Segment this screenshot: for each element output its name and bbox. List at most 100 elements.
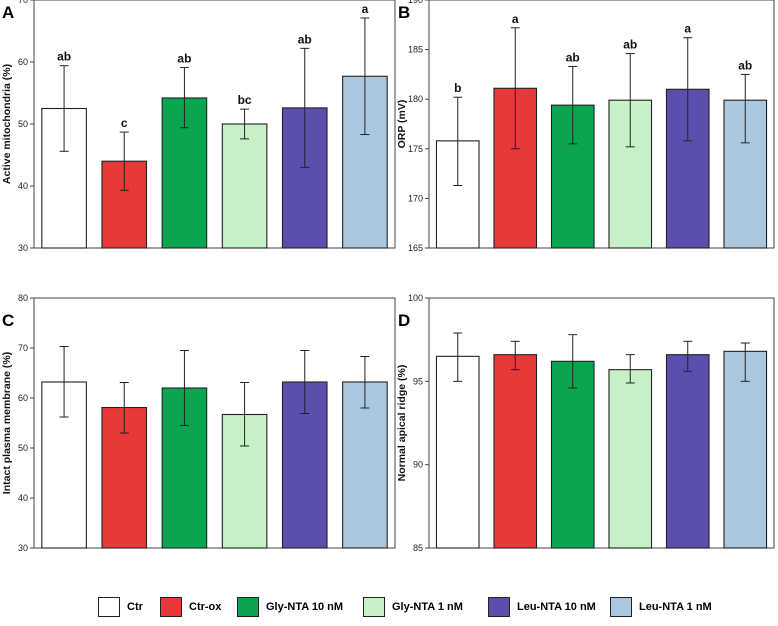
- panel-a-significance-leu-nta-10: ab: [298, 32, 312, 46]
- panel-b-y-tick-label: 170: [408, 193, 423, 203]
- panel-b-y-tick-label: 180: [408, 94, 423, 104]
- legend-swatch-ctr-ox: [160, 597, 182, 617]
- panel-c-error-bar-gly-nta-1: [240, 382, 250, 447]
- legend-swatch-leu-nta-1: [610, 597, 632, 617]
- panel-a-error-bar-gly-nta-1: [240, 108, 250, 140]
- panel-letter-a: A: [2, 3, 14, 22]
- legend-label-leu-nta-10: Leu-NTA 10 nM: [517, 601, 596, 613]
- panel-c-y-tick-label: 80: [18, 293, 28, 303]
- panel-a-bar-gly-nta-1: [221, 123, 268, 249]
- panel-b-error-bar-ctr-ox: [510, 27, 520, 150]
- panel-d-error-bar-gly-nta-1: [625, 354, 635, 384]
- legend-swatch-gly-nta-10: [237, 597, 259, 617]
- panel-c-chart: 30 40 50 60 70 80 Intact plasma membrane (%): [1, 293, 396, 553]
- panel-a-significance-gly-nta-10: ab: [177, 52, 191, 66]
- panel-c-y-tick-label: 40: [18, 493, 28, 503]
- panel-d-y-axis-label: Normal apical ridge (%): [396, 365, 408, 482]
- panel-a-error-bar-ctr-ox: [119, 131, 129, 191]
- panel-d-bar-leu-nta-10: [665, 354, 710, 549]
- panel-c-error-bar-leu-nta-1: [360, 356, 370, 409]
- legend-label-gly-nta-1: Gly-NTA 1 nM: [392, 601, 463, 613]
- panel-a-bar-gly-nta-10: [161, 97, 208, 249]
- legend-swatch-gly-nta-1: [363, 597, 385, 617]
- panel-a-chart: 30 40 50 60 70 Active mitochondria (%) ab c ab bc…: [1, 0, 396, 253]
- legend-label-leu-nta-1: Leu-NTA 1 nM: [639, 601, 712, 613]
- panel-c-error-bar-ctr: [59, 346, 69, 418]
- panel-letter-b: B: [398, 3, 410, 22]
- panel-a-frame: [33, 0, 396, 249]
- panel-d-chart: 85 90 95 100 Normal apical ridge (%): [396, 293, 775, 553]
- legend-item-gly-nta-10: Gly-NTA 10 nM: [237, 596, 343, 618]
- panel-a-significance-ctr-ox: c: [121, 116, 128, 130]
- panel-b-significance-leu-nta-10: a: [684, 22, 691, 36]
- panel-c-bar-ctr: [41, 381, 87, 549]
- panel-b-chart: 165 170 175 180 185 190 ORP (mV) b a ab ab a ab: [396, 0, 775, 253]
- panel-c-error-bar-ctr-ox: [119, 382, 129, 434]
- panel-c-y-axis-label: Intact plasma membrane (%): [1, 352, 13, 494]
- panel-d-y-tick-label: 100: [408, 293, 423, 303]
- panel-c-bar-leu-nta-1: [342, 381, 388, 549]
- panel-c-y-tick-label: 70: [18, 343, 28, 353]
- panel-d-error-bar-ctr: [453, 332, 463, 382]
- panel-d-y-tick-label: 85: [413, 543, 423, 553]
- panel-d-error-bar-gly-nta-10: [568, 334, 578, 389]
- panel-a-y-axis-label: Active mitochondria (%): [1, 64, 13, 184]
- panel-b-significance-ctr: b: [454, 81, 461, 95]
- panel-c-error-bar-leu-nta-10: [300, 350, 310, 414]
- panel-b-significance-leu-nta-1: ab: [738, 58, 752, 72]
- panel-a-y-tick-label: 70: [18, 0, 28, 5]
- panel-d-y-tick-label: 95: [413, 376, 423, 386]
- panel-a-significance-ctr: ab: [57, 50, 71, 64]
- panel-b-y-tick-label: 165: [408, 243, 423, 253]
- panel-d-bar-leu-nta-1: [723, 350, 768, 549]
- panel-d-frame: [428, 297, 775, 549]
- panel-a-y-tick-label: 60: [18, 57, 28, 67]
- legend-item-leu-nta-1: Leu-NTA 1 nM: [610, 596, 712, 618]
- legend: Ctr Ctr-ox Gly-NTA 10 nM Gly-NTA 1 nM Le…: [0, 596, 778, 620]
- panel-b-y-axis-label: ORP (mV): [396, 100, 408, 149]
- panel-c-y-tick-label: 30: [18, 543, 28, 553]
- panel-b-significance-gly-nta-10: ab: [566, 50, 580, 64]
- panel-a-error-bar-gly-nta-10: [179, 67, 189, 129]
- legend-label-ctr: Ctr: [127, 601, 143, 613]
- legend-swatch-leu-nta-10: [488, 597, 510, 617]
- legend-item-leu-nta-10: Leu-NTA 10 nM: [488, 596, 596, 618]
- panel-a-y-tick-label: 40: [18, 181, 28, 191]
- panel-b-error-bar-ctr: [453, 96, 463, 187]
- legend-swatch-ctr: [98, 597, 120, 617]
- panel-c-y-tick-label: 60: [18, 393, 28, 403]
- panel-d-y-tick-label: 90: [413, 460, 423, 470]
- panel-a-y-tick-label: 30: [18, 243, 28, 253]
- legend-item-ctr: Ctr: [98, 596, 143, 618]
- panel-c-frame: [33, 297, 396, 549]
- panel-b-significance-ctr-ox: a: [512, 12, 519, 26]
- panel-a-y-tick-label: 50: [18, 119, 28, 129]
- legend-item-gly-nta-1: Gly-NTA 1 nM: [363, 596, 463, 618]
- panel-c-y-tick-label: 50: [18, 443, 28, 453]
- panel-d-bar-ctr-ox: [493, 354, 538, 549]
- panel-a-significance-leu-nta-1: a: [362, 2, 369, 16]
- panel-b-error-bar-gly-nta-1: [625, 53, 635, 148]
- panel-b-error-bar-leu-nta-10: [683, 37, 693, 142]
- panel-d-bar-gly-nta-10: [550, 360, 595, 549]
- panel-b-y-tick-label: 185: [408, 45, 423, 55]
- panel-a-error-bar-leu-nta-1: [360, 17, 370, 136]
- panel-b-frame: [428, 0, 775, 249]
- panel-d-error-bar-leu-nta-1: [740, 342, 750, 382]
- panel-d-bar-ctr: [435, 355, 480, 549]
- panel-d-bar-gly-nta-1: [608, 369, 653, 549]
- panel-b-y-tick-label: 175: [408, 144, 423, 154]
- panel-b-significance-gly-nta-1: ab: [623, 38, 637, 52]
- panel-b-y-tick-label: 190: [408, 0, 423, 5]
- panel-b-error-bar-gly-nta-10: [568, 65, 578, 145]
- panel-a-significance-gly-nta-1: bc: [238, 93, 252, 107]
- panel-b-error-bar-leu-nta-1: [740, 73, 750, 144]
- legend-item-ctr-ox: Ctr-ox: [160, 596, 221, 618]
- legend-label-gly-nta-10: Gly-NTA 10 nM: [266, 601, 344, 613]
- panel-letter-c: C: [2, 311, 14, 330]
- panel-a-error-bar-leu-nta-10: [300, 47, 310, 168]
- panel-c-error-bar-gly-nta-10: [179, 350, 189, 426]
- panel-d-error-bar-leu-nta-10: [683, 340, 693, 372]
- panel-d-error-bar-ctr-ox: [510, 340, 520, 371]
